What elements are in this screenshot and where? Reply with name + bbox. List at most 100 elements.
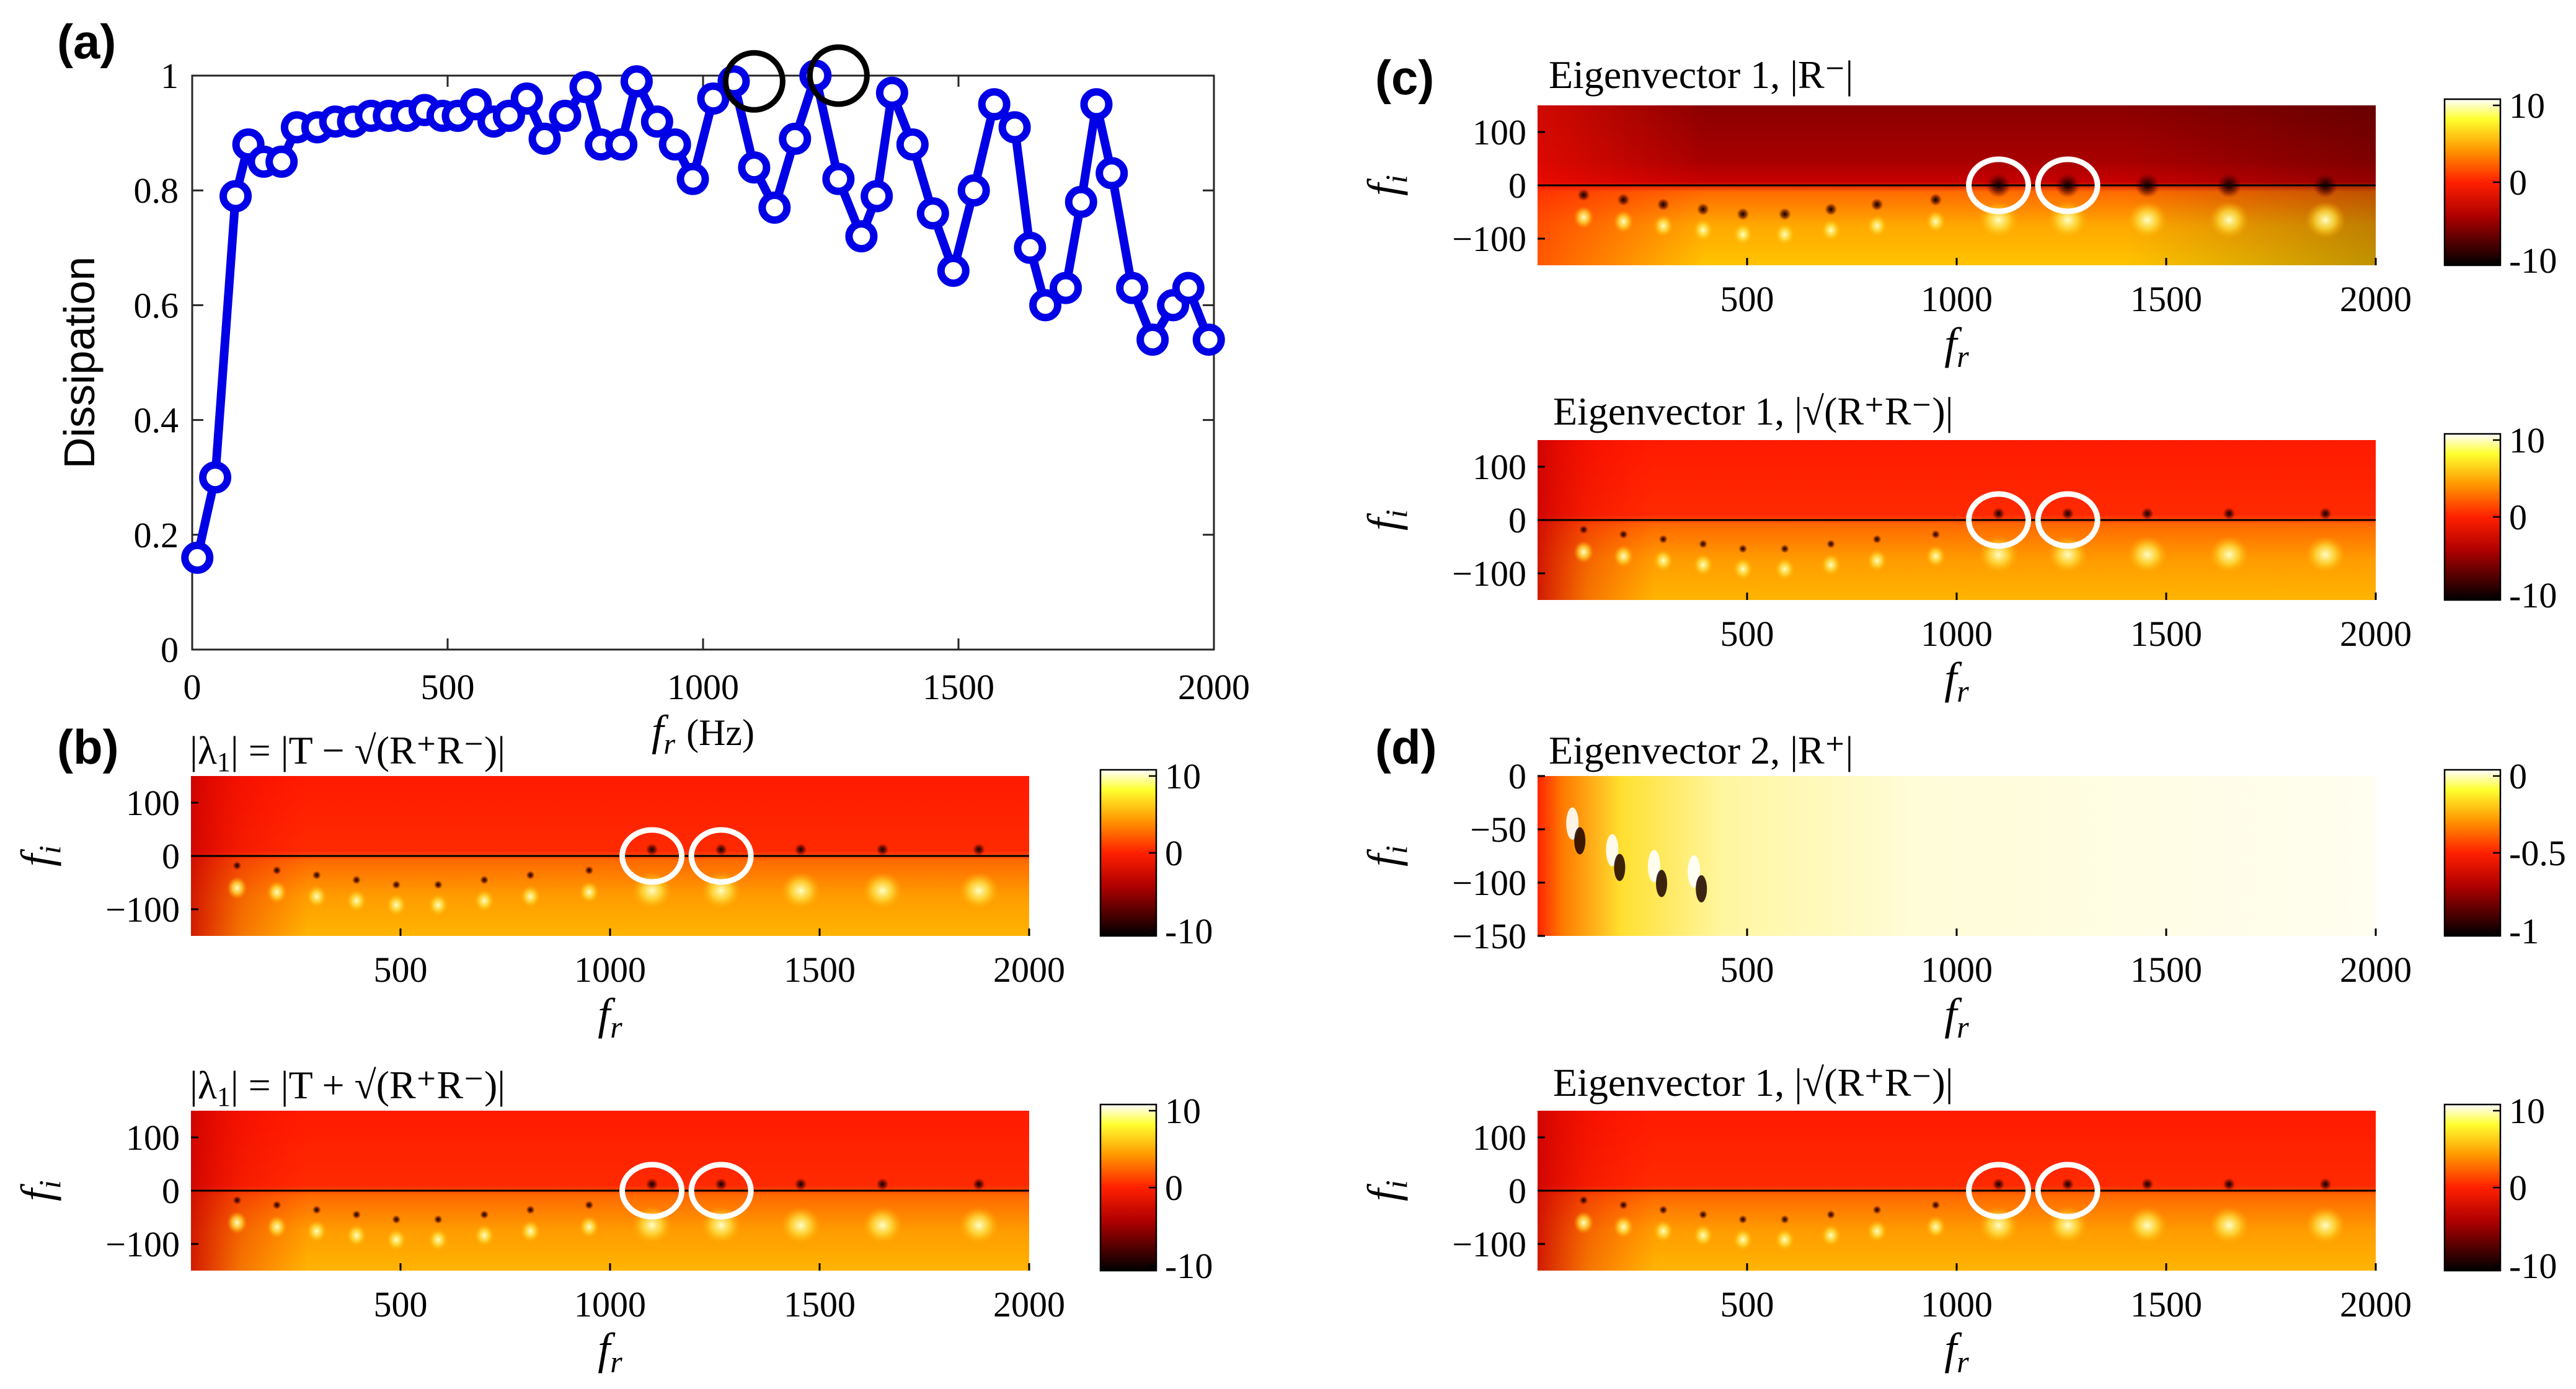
dark-spot bbox=[645, 1178, 658, 1191]
x-axis-label: fr bbox=[598, 1324, 622, 1379]
zero-feature bbox=[1566, 807, 1579, 840]
x-tick-label: 2000 bbox=[993, 950, 1065, 990]
y-tick-label: −100 bbox=[105, 1224, 180, 1264]
y-axis-label: fi bbox=[1358, 845, 1414, 866]
y-tick-label: −100 bbox=[105, 889, 180, 930]
x-tick-label: 2000 bbox=[2340, 279, 2412, 319]
dark-spot bbox=[1929, 193, 1942, 206]
dark-spot bbox=[1579, 1196, 1588, 1205]
dark-spot bbox=[972, 1178, 985, 1191]
colorbar-tick-label: 10 bbox=[1165, 1091, 1201, 1131]
x-tick-label: 1500 bbox=[2130, 279, 2202, 319]
y-tick-label: 0 bbox=[162, 1171, 180, 1211]
heatmap-b2: |λ1| = |T + √(R⁺R⁻)| 500 1000 1500 20001000… bbox=[12, 1063, 1213, 1379]
x-tick-label: 1500 bbox=[2130, 614, 2202, 654]
x-tick-label: 1000 bbox=[1921, 950, 1993, 990]
colorbar-tick-label: 10 bbox=[2509, 1091, 2545, 1131]
x-tick-label: 500 bbox=[1720, 1284, 1774, 1325]
dark-spot bbox=[312, 1205, 321, 1214]
colorbar-tick-label: 0 bbox=[2509, 162, 2527, 203]
bright-spot bbox=[1774, 558, 1795, 581]
x-axis-label-sub: r bbox=[1957, 1344, 1969, 1379]
axis-ticks-a: 0 500 1000 1500 2000 0 0.2 0.4 0.6 0.8 1 bbox=[134, 56, 1250, 707]
x-axis-label-sub: r bbox=[610, 1010, 622, 1044]
data-point bbox=[199, 461, 232, 494]
bright-spot bbox=[2127, 201, 2167, 239]
dark-spot bbox=[392, 1215, 401, 1224]
dark-spot bbox=[1931, 530, 1941, 539]
x-tick-label-a: 500 bbox=[421, 667, 475, 707]
x-tick-label: 1000 bbox=[574, 950, 646, 990]
dark-spot bbox=[2223, 1178, 2236, 1191]
y-tick-label: 100 bbox=[126, 783, 180, 823]
pole-feature bbox=[1614, 853, 1626, 881]
bright-spot bbox=[474, 889, 495, 912]
bright-spot bbox=[781, 1206, 821, 1244]
dark-spot bbox=[1826, 1210, 1836, 1219]
bright-spot bbox=[227, 1211, 247, 1234]
bright-spot bbox=[227, 876, 247, 899]
bright-spot bbox=[386, 1228, 407, 1251]
bright-spot bbox=[1926, 545, 1946, 568]
dark-spot bbox=[972, 843, 985, 856]
bright-spot bbox=[386, 894, 407, 917]
dark-spot bbox=[392, 880, 401, 889]
bright-spot bbox=[579, 1215, 600, 1238]
bright-spot bbox=[1821, 553, 1841, 576]
highlight-circle bbox=[688, 827, 754, 885]
bright-spot bbox=[347, 1224, 367, 1247]
x-tick-label-a: 1500 bbox=[923, 667, 994, 707]
x-tick-label: 500 bbox=[374, 1284, 428, 1325]
data-point bbox=[1029, 289, 1062, 322]
dark-spot bbox=[232, 861, 242, 870]
dark-spot bbox=[585, 866, 594, 875]
heatmap-title-c1: Eigenvector 1, |R⁻| bbox=[1549, 53, 1853, 97]
colorbar-tick-label: 10 bbox=[2509, 86, 2545, 126]
bright-spot bbox=[1926, 1215, 1946, 1238]
bright-spot bbox=[1733, 1228, 1753, 1251]
heatmap-features bbox=[1573, 173, 2345, 246]
highlight-circle bbox=[1966, 491, 2032, 549]
y-tick-label-a: 1 bbox=[161, 56, 179, 96]
colorbar-tick-label: 0 bbox=[2509, 756, 2527, 796]
dark-spot bbox=[433, 880, 443, 889]
x-tick-label: 500 bbox=[1720, 950, 1774, 990]
data-point bbox=[896, 128, 929, 161]
dark-spot bbox=[1617, 193, 1630, 206]
colorbar-tick-label: -10 bbox=[1165, 911, 1213, 951]
y-tick-label-a: 0.8 bbox=[134, 170, 179, 211]
y-axis-label: fi bbox=[12, 1180, 67, 1201]
highlight-circle bbox=[2035, 491, 2100, 549]
dark-spot bbox=[1579, 525, 1588, 534]
heatmap-title-b2: |λ1| = |T + √(R⁺R⁻)| bbox=[190, 1063, 505, 1112]
bright-spot bbox=[2209, 536, 2249, 573]
dark-spot bbox=[1992, 1178, 2005, 1191]
x-tick-label-a: 2000 bbox=[1178, 667, 1250, 707]
data-point bbox=[861, 180, 893, 213]
bright-spot bbox=[781, 871, 821, 909]
bright-spot bbox=[1573, 1211, 1594, 1234]
bright-spot bbox=[520, 1220, 541, 1243]
y-axis-label-sub: i bbox=[1379, 175, 1414, 183]
data-point bbox=[528, 122, 561, 155]
data-point bbox=[1172, 271, 1205, 304]
data-point bbox=[658, 128, 691, 161]
colorbar-tick-label: 0 bbox=[2509, 1168, 2527, 1208]
heatmap-d1: Eigenvector 2, |R⁺| 500 1000 1500 2000 0 −50 −… bbox=[1358, 728, 2566, 1044]
heatmap-c2: Eigenvector 1, |√(R⁺R⁻)| 500 1000 1500 2000… bbox=[1358, 389, 2557, 708]
y-axis-label: fi bbox=[1358, 175, 1414, 196]
data-point bbox=[640, 105, 673, 138]
zero-feature bbox=[1606, 834, 1619, 866]
bright-spot bbox=[1821, 219, 1841, 242]
x-tick-label: 2000 bbox=[2340, 950, 2412, 990]
x-tick-label-a: 1000 bbox=[667, 667, 739, 707]
bright-spot bbox=[1573, 206, 1594, 229]
bright-spot bbox=[1613, 1215, 1634, 1238]
dark-spot bbox=[1577, 188, 1590, 201]
bright-spot bbox=[1613, 210, 1634, 233]
highlight-circle bbox=[688, 1162, 754, 1220]
y-axis-label-a: Dissipation bbox=[55, 257, 104, 469]
x-axis-label-sub: r bbox=[1957, 339, 1969, 374]
colorbar-tick-label: 0 bbox=[1165, 1168, 1183, 1208]
